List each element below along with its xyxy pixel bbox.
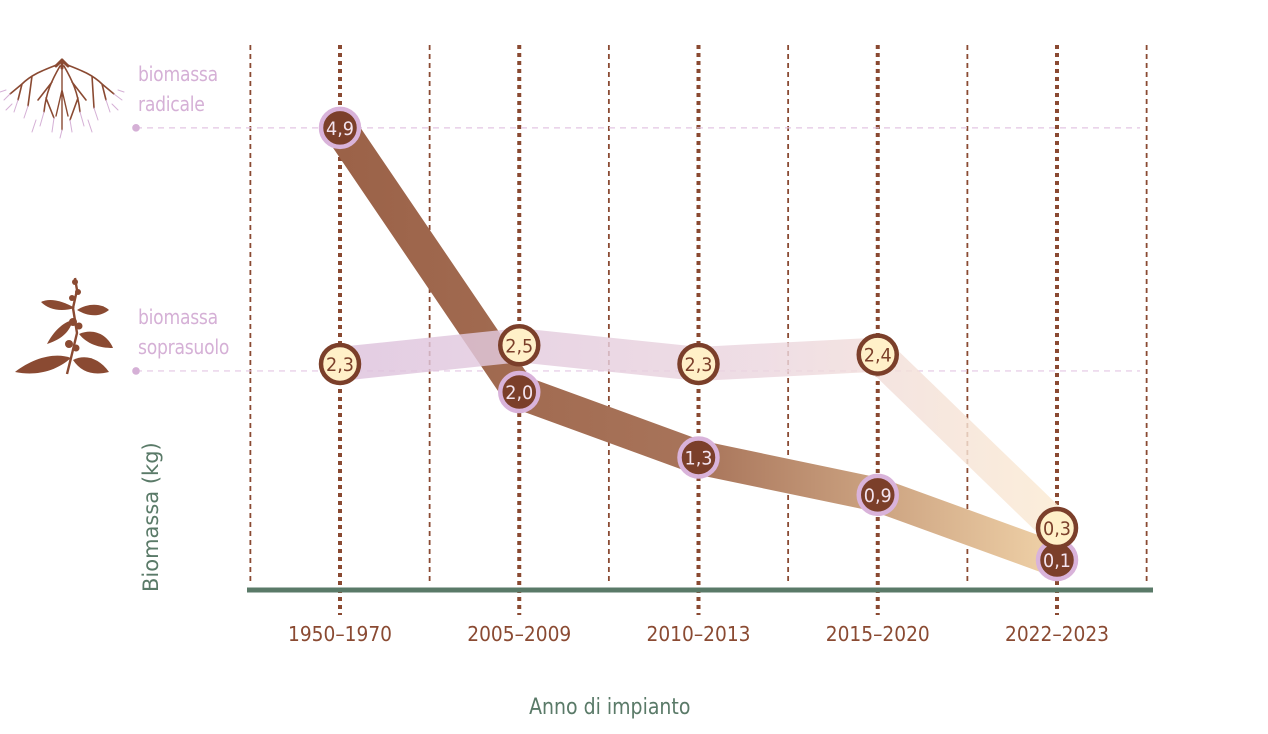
marker-circle xyxy=(498,324,541,367)
data-label: 4,9 xyxy=(326,118,354,140)
data-label: 2,3 xyxy=(685,354,713,376)
marker-circle xyxy=(318,342,362,386)
data-markers: 4,9 2,0 1,3 0,9 0,1 2,3 2,5 2,3 2,4 0,3 xyxy=(318,106,1079,582)
marker-circle xyxy=(677,342,720,386)
data-label: 1,3 xyxy=(685,447,713,469)
marker-circle xyxy=(1035,506,1079,550)
x-tick-label: 1950–1970 xyxy=(288,622,392,646)
data-label: 0,3 xyxy=(1043,518,1071,540)
data-label: 2,3 xyxy=(326,354,354,376)
data-marker: 0,9 xyxy=(856,473,899,517)
roots-icon xyxy=(0,58,125,139)
legend-guide-dot xyxy=(132,367,140,375)
x-tick-label: 2010–2013 xyxy=(647,622,751,646)
legend-line-2: soprasuolo xyxy=(138,335,230,359)
data-marker: 2,4 xyxy=(856,333,899,376)
legend-guides xyxy=(132,124,1140,375)
legend-label-biomassa-radicale: biomassa radicale xyxy=(138,59,218,119)
data-marker: 1,3 xyxy=(677,436,720,479)
data-marker: 2,3 xyxy=(677,342,720,386)
marker-circle xyxy=(498,370,541,414)
y-axis-title: Biomassa (kg) xyxy=(139,442,163,592)
data-marker: 4,9 xyxy=(318,106,362,150)
marker-circle xyxy=(856,333,899,376)
x-tick-labels: 1950–1970 2005–2009 2010–2013 2015–2020 2022… xyxy=(288,622,1109,646)
x-tick-label: 2022–2023 xyxy=(1005,622,1109,646)
coffee-plant-icon xyxy=(15,277,113,375)
marker-circle xyxy=(677,436,720,479)
data-marker: 2,0 xyxy=(498,370,541,414)
legend-label-biomassa-soprasuolo: biomassa soprasuolo xyxy=(138,302,229,362)
data-label: 2,4 xyxy=(864,345,892,367)
data-label: 0,1 xyxy=(1043,550,1071,572)
data-marker: 0,1 xyxy=(1035,538,1079,582)
data-label: 2,0 xyxy=(505,382,533,404)
data-marker: 2,5 xyxy=(498,324,541,367)
legend-line-1: biomassa xyxy=(138,305,218,329)
legend-line-2: radicale xyxy=(138,92,205,116)
legend-guide-dot xyxy=(132,124,140,132)
marker-circle xyxy=(856,473,899,517)
x-axis-title: Anno di impianto xyxy=(529,695,691,720)
data-marker: 2,3 xyxy=(318,342,362,386)
legend-line-1: biomassa xyxy=(138,62,218,86)
data-label: 2,5 xyxy=(505,335,533,357)
x-tick-label: 2005–2009 xyxy=(467,622,571,646)
data-label: 0,9 xyxy=(864,485,892,507)
data-marker: 0,3 xyxy=(1035,506,1079,550)
marker-circle xyxy=(318,106,362,150)
x-tick-label: 2015–2020 xyxy=(826,622,930,646)
